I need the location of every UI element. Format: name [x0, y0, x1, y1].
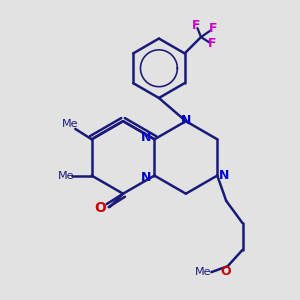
Text: F: F — [208, 37, 217, 50]
Text: F: F — [191, 19, 200, 32]
Text: O: O — [221, 265, 232, 278]
Text: Me: Me — [195, 267, 211, 277]
Text: O: O — [94, 201, 106, 215]
Text: F: F — [209, 22, 218, 35]
Text: N: N — [219, 169, 229, 182]
Text: N: N — [141, 131, 151, 144]
Text: Me: Me — [58, 171, 74, 181]
Text: N: N — [181, 114, 191, 128]
Text: Me: Me — [62, 118, 78, 128]
Text: N: N — [141, 170, 151, 184]
